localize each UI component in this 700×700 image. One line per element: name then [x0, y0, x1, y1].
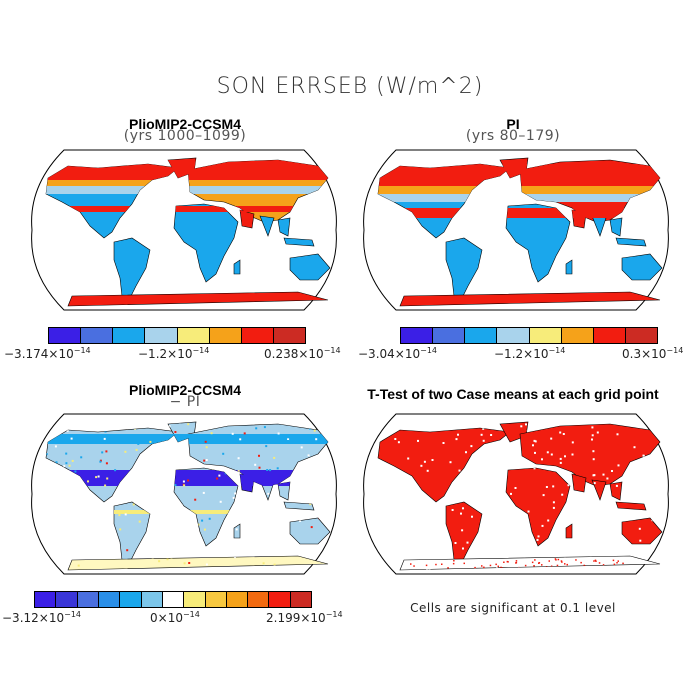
colorbar-swatch [226, 592, 249, 607]
colorbar-swatch [269, 592, 291, 607]
land-northAmerica [45, 427, 179, 503]
land-madagascar [565, 259, 573, 275]
panel3-colorbar-max-label: 2.199×10−14 [266, 610, 343, 625]
land-arabia [239, 209, 255, 229]
colorbar-swatch [81, 328, 114, 343]
world-map [363, 413, 669, 575]
panel2-map [360, 146, 672, 319]
land-madagascar [233, 523, 241, 539]
panel1-map [28, 146, 340, 319]
colorbar-swatch [35, 592, 57, 607]
colorbar-swatch [56, 592, 78, 607]
panel2-colorbar-mid-label: −1.2×10−14 [494, 346, 566, 361]
land-madagascar [565, 523, 573, 539]
colorbar-swatch [184, 592, 206, 607]
land-india [259, 215, 275, 237]
field-band [46, 470, 330, 486]
colorbar-swatch [145, 328, 178, 343]
field-band [46, 206, 330, 212]
panel4-title: T-Test of two Case means at each grid po… [367, 386, 659, 402]
colorbar-swatch [49, 328, 82, 343]
colorbar-swatch [290, 592, 312, 607]
land-seAsia [277, 481, 291, 501]
world-map [31, 413, 337, 575]
panel2-colorbar [400, 327, 658, 344]
panel1-colorbar-mid-label: −1.2×10−14 [138, 346, 210, 361]
colorbar-swatch [209, 328, 242, 343]
figure-title: SON ERRSEB (W/m^2) [216, 74, 484, 99]
panel2-title: PI [506, 116, 520, 132]
land-indonesia [283, 237, 315, 247]
colorbar-swatch [162, 592, 185, 607]
panel1-colorbar-max-label: 0.238×10−14 [264, 346, 341, 361]
world-map [31, 149, 337, 311]
colorbar-swatch [98, 592, 121, 607]
land-southAmerica [445, 501, 483, 567]
colorbar-swatch [401, 328, 434, 343]
land-madagascar [233, 259, 241, 275]
panel4-map [360, 410, 672, 583]
panel2-subtitle: (yrs 80–179) [465, 128, 561, 144]
panel1-colorbar [48, 327, 306, 344]
land-australia [621, 253, 663, 281]
land-eurasia [519, 423, 661, 487]
colorbar-swatch [113, 328, 146, 343]
panel3-colorbar-min-label: −3.12×10−14 [2, 610, 81, 625]
land-australia [289, 517, 331, 545]
colorbar-swatch [593, 328, 626, 343]
land-seAsia [609, 217, 623, 237]
colorbar-swatch [625, 328, 657, 343]
land-india [591, 479, 607, 501]
panel3-title: PlioMIP2-CCSM4 [128, 382, 241, 398]
colorbar-swatch [273, 328, 305, 343]
land-australia [289, 253, 331, 281]
land-northAmerica [377, 427, 511, 503]
land-arabia [571, 473, 587, 493]
panel3-colorbar-mid-label: 0×10−14 [150, 610, 200, 625]
land-seAsia [277, 217, 291, 237]
colorbar-swatch [177, 328, 210, 343]
colorbar-swatch [497, 328, 530, 343]
colorbar-swatch [77, 592, 99, 607]
land-southAmerica [113, 501, 151, 567]
panel1-colorbar-min-label: −3.174×10−14 [4, 346, 91, 361]
field-band [378, 208, 662, 218]
colorbar-swatch [248, 592, 270, 607]
colorbar-swatch [433, 328, 466, 343]
land-indonesia [615, 501, 647, 511]
land-indonesia [615, 237, 647, 247]
significance-note: Cells are significant at 0.1 level [410, 601, 616, 615]
panel1-title: PlioMIP2-CCSM4 [128, 116, 241, 132]
colorbar-swatch [205, 592, 227, 607]
land-antarctica [399, 555, 661, 571]
land-antarctica [399, 291, 661, 307]
land-southAmerica [445, 237, 483, 303]
land-australia [621, 517, 663, 545]
land-antarctica [67, 291, 329, 307]
colorbar-swatch [120, 592, 142, 607]
panel1-subtitle: (yrs 1000–1099) [123, 128, 247, 144]
land-antarctica [67, 555, 329, 571]
world-map [363, 149, 669, 311]
panel2-colorbar-min-label: −3.04×10−14 [358, 346, 437, 361]
colorbar-swatch [561, 328, 594, 343]
colorbar-swatch [465, 328, 498, 343]
land-africa [505, 467, 571, 547]
panel3-map [28, 410, 340, 583]
panel3-colorbar [34, 591, 312, 608]
colorbar-swatch [141, 592, 163, 607]
land-seAsia [609, 481, 623, 501]
panel2-colorbar-max-label: 0.3×10−14 [622, 346, 684, 361]
colorbar-swatch [241, 328, 274, 343]
panel3-subtitle: − PI [169, 394, 201, 410]
colorbar-swatch [529, 328, 562, 343]
land-southAmerica [113, 237, 151, 303]
